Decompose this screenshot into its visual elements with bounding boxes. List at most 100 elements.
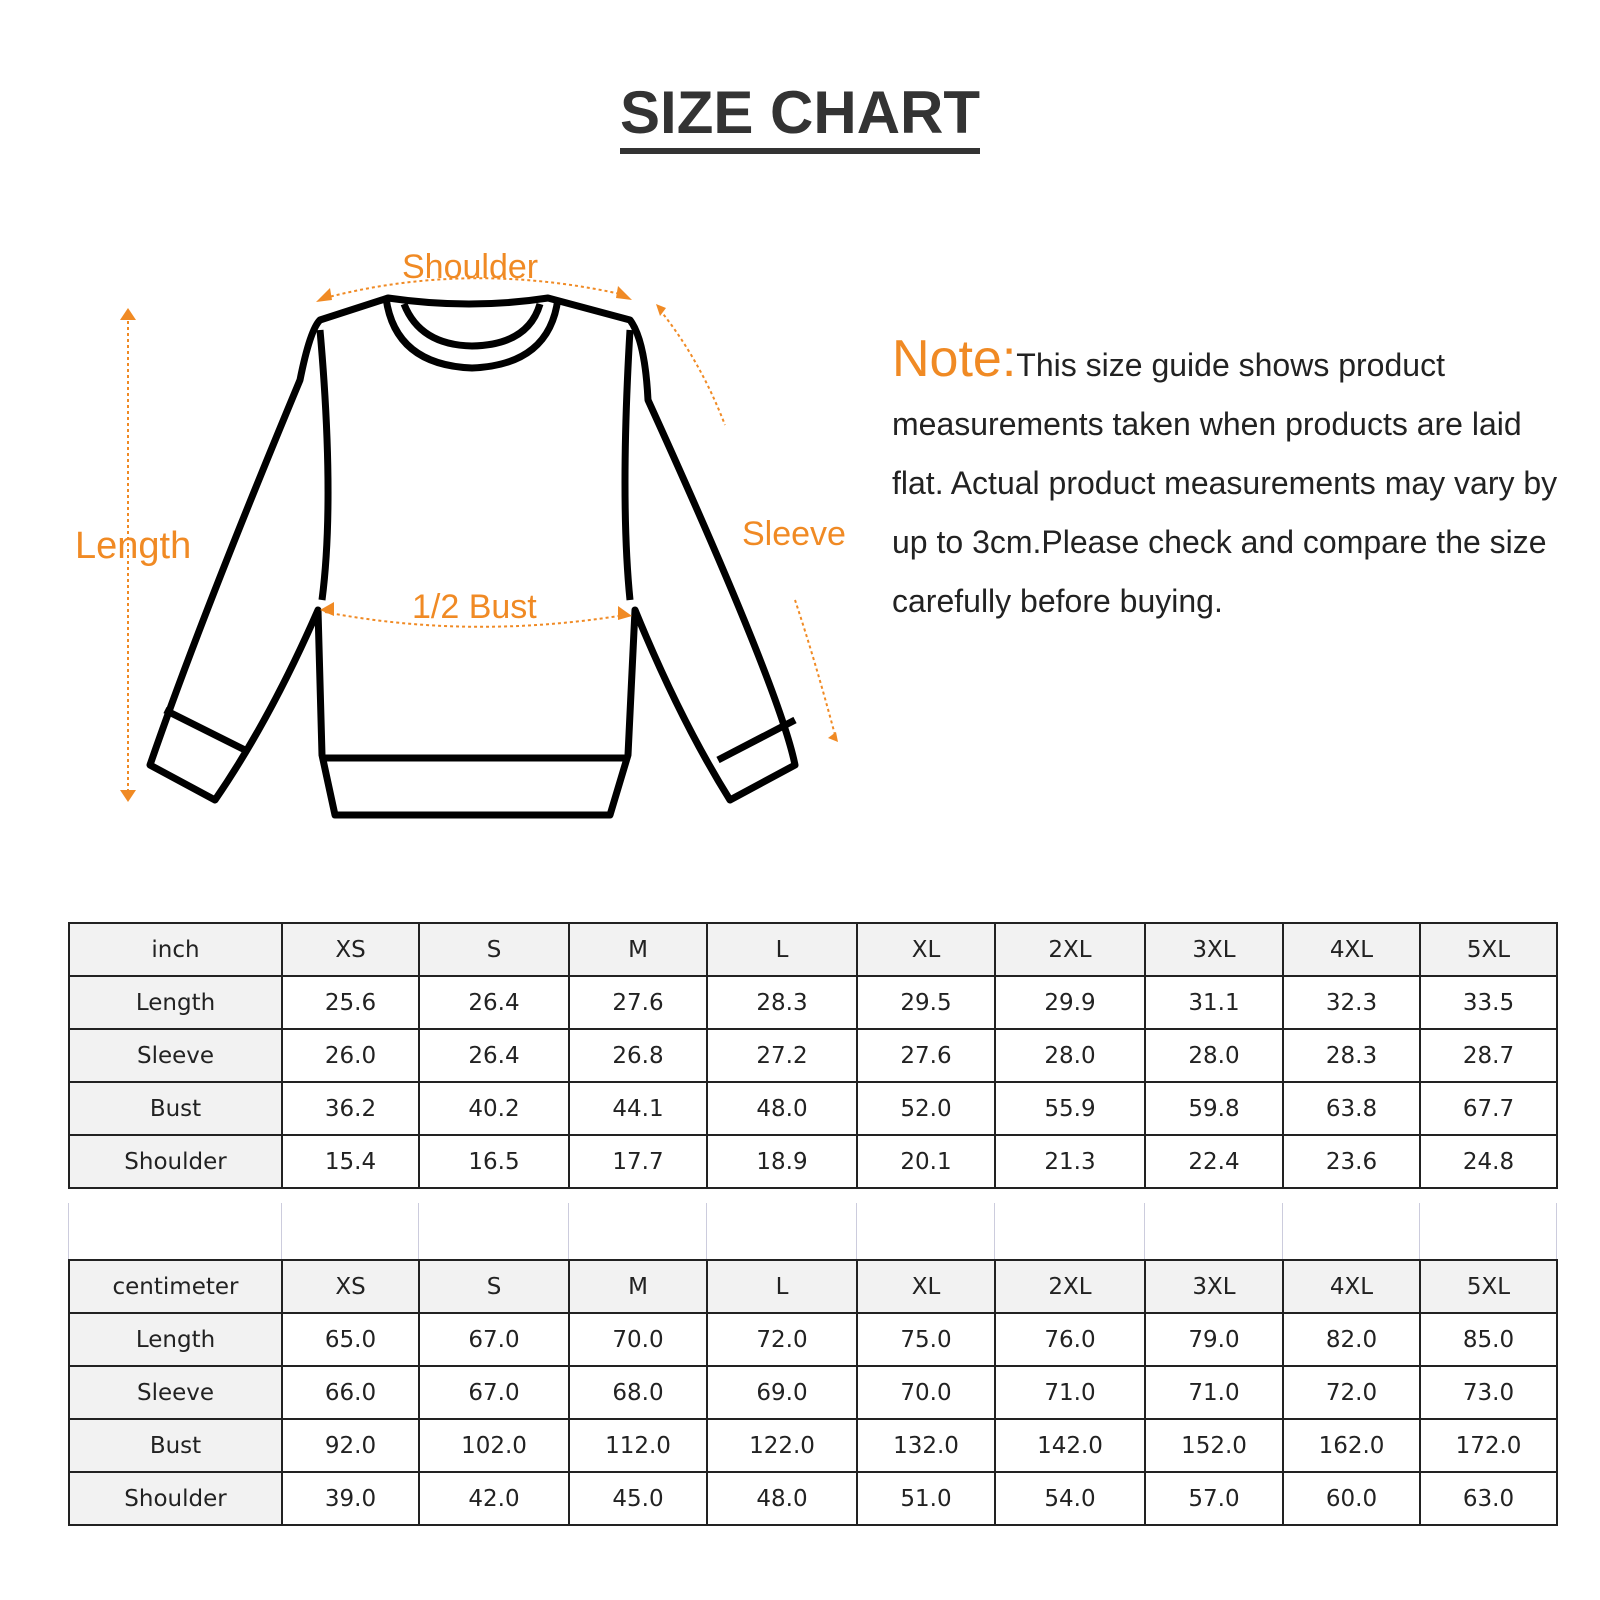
- table-cell: 28.0: [1144, 1028, 1284, 1083]
- table-cell: 26.4: [418, 1028, 570, 1083]
- table-cell: 28.3: [1282, 1028, 1421, 1083]
- unit-header: inch: [68, 922, 283, 977]
- spacer-divider: [568, 1203, 569, 1259]
- table-cell: 102.0: [418, 1418, 570, 1473]
- table-header-row: inch XS S M L XL 2XL 3XL 4XL 5XL: [68, 922, 1558, 977]
- table-cell: 76.0: [994, 1312, 1146, 1367]
- size-header: XS: [281, 1259, 420, 1314]
- size-header: XS: [281, 922, 420, 977]
- table-cell: 27.6: [856, 1028, 996, 1083]
- length-label: Length: [75, 525, 192, 567]
- table-cell: 66.0: [281, 1365, 420, 1420]
- table-cell: 70.0: [856, 1365, 996, 1420]
- table-cell: 28.3: [706, 975, 858, 1030]
- note-text: This size guide shows product measuremen…: [892, 347, 1558, 619]
- table-row: Length 25.6 26.4 27.6 28.3 29.5 29.9 31.1 32.3 33…: [68, 975, 1558, 1030]
- table-cell: 26.8: [568, 1028, 708, 1083]
- inch-size-table: inch XS S M L XL 2XL 3XL 4XL 5XL Length 25.6 26.4 27.…: [68, 922, 1558, 1189]
- size-header: S: [418, 1259, 570, 1314]
- table-row: Sleeve 26.0 26.4 26.8 27.2 27.6 28.0 28.0 28.3 28…: [68, 1028, 1558, 1083]
- table-cell: 65.0: [281, 1312, 420, 1367]
- table-header-row: centimeter XS S M L XL 2XL 3XL 4XL 5XL: [68, 1259, 1558, 1314]
- size-header: S: [418, 922, 570, 977]
- spacer-divider: [1419, 1203, 1420, 1259]
- size-header: 5XL: [1419, 1259, 1558, 1314]
- size-header: 3XL: [1144, 1259, 1284, 1314]
- size-header: 2XL: [994, 1259, 1146, 1314]
- spacer-divider: [418, 1203, 419, 1259]
- table-cell: 28.0: [994, 1028, 1146, 1083]
- table-row: Sleeve 66.0 67.0 68.0 69.0 70.0 71.0 71.0 72.0 73…: [68, 1365, 1558, 1420]
- row-label: Sleeve: [68, 1028, 283, 1083]
- table-cell: 20.1: [856, 1134, 996, 1189]
- size-header: L: [706, 922, 858, 977]
- table-cell: 68.0: [568, 1365, 708, 1420]
- table-cell: 21.3: [994, 1134, 1146, 1189]
- table-cell: 24.8: [1419, 1134, 1558, 1189]
- table-row: Bust 36.2 40.2 44.1 48.0 52.0 55.9 59.8 63.8 67.7: [68, 1081, 1558, 1136]
- size-header: L: [706, 1259, 858, 1314]
- table-row: Bust 92.0 102.0 112.0 122.0 132.0 142.0 152.0 16…: [68, 1418, 1558, 1473]
- table-cell: 67.7: [1419, 1081, 1558, 1136]
- row-label: Bust: [68, 1081, 283, 1136]
- size-header: 2XL: [994, 922, 1146, 977]
- table-cell: 162.0: [1282, 1418, 1421, 1473]
- table-cell: 17.7: [568, 1134, 708, 1189]
- table-row: Shoulder 15.4 16.5 17.7 18.9 20.1 21.3 22.4 23.6…: [68, 1134, 1558, 1189]
- note: Note:This size guide shows product measu…: [892, 330, 1572, 631]
- table-cell: 71.0: [1144, 1365, 1284, 1420]
- table-cell: 67.0: [418, 1312, 570, 1367]
- table-cell: 44.1: [568, 1081, 708, 1136]
- table-cell: 33.5: [1419, 975, 1558, 1030]
- row-label: Length: [68, 975, 283, 1030]
- table-row: Shoulder 39.0 42.0 45.0 48.0 51.0 54.0 57.0 60.0…: [68, 1471, 1558, 1526]
- table-cell: 112.0: [568, 1418, 708, 1473]
- table-cell: 28.7: [1419, 1028, 1558, 1083]
- table-cell: 25.6: [281, 975, 420, 1030]
- table-cell: 132.0: [856, 1418, 996, 1473]
- spacer-divider: [856, 1203, 857, 1259]
- table-cell: 60.0: [1282, 1471, 1421, 1526]
- page-title: SIZE CHART: [0, 78, 1600, 154]
- table-cell: 29.5: [856, 975, 996, 1030]
- table-cell: 85.0: [1419, 1312, 1558, 1367]
- note-heading: Note:: [892, 330, 1017, 388]
- table-cell: 16.5: [418, 1134, 570, 1189]
- table-cell: 57.0: [1144, 1471, 1284, 1526]
- spacer-divider: [68, 1203, 69, 1259]
- table-cell: 63.8: [1282, 1081, 1421, 1136]
- spacer-divider: [1556, 1203, 1557, 1259]
- table-cell: 70.0: [568, 1312, 708, 1367]
- table-cell: 172.0: [1419, 1418, 1558, 1473]
- table-cell: 72.0: [706, 1312, 858, 1367]
- row-label: Sleeve: [68, 1365, 283, 1420]
- size-header: 4XL: [1282, 922, 1421, 977]
- spacer-divider: [994, 1203, 995, 1259]
- table-cell: 15.4: [281, 1134, 420, 1189]
- table-cell: 32.3: [1282, 975, 1421, 1030]
- table-cell: 45.0: [568, 1471, 708, 1526]
- table-cell: 23.6: [1282, 1134, 1421, 1189]
- table-cell: 67.0: [418, 1365, 570, 1420]
- table-row: Length 65.0 67.0 70.0 72.0 75.0 76.0 79.0 82.0 85…: [68, 1312, 1558, 1367]
- size-header: XL: [856, 922, 996, 977]
- table-cell: 71.0: [994, 1365, 1146, 1420]
- table-cell: 48.0: [706, 1081, 858, 1136]
- table-cell: 73.0: [1419, 1365, 1558, 1420]
- size-header: XL: [856, 1259, 996, 1314]
- table-cell: 26.0: [281, 1028, 420, 1083]
- table-cell: 75.0: [856, 1312, 996, 1367]
- table-cell: 82.0: [1282, 1312, 1421, 1367]
- sleeve-label: Sleeve: [742, 515, 846, 553]
- table-cell: 72.0: [1282, 1365, 1421, 1420]
- size-header: M: [568, 1259, 708, 1314]
- table-cell: 42.0: [418, 1471, 570, 1526]
- row-label: Length: [68, 1312, 283, 1367]
- table-cell: 122.0: [706, 1418, 858, 1473]
- centimeter-size-table: centimeter XS S M L XL 2XL 3XL 4XL 5XL Length 65.0 6…: [68, 1259, 1558, 1526]
- table-cell: 48.0: [706, 1471, 858, 1526]
- table-cell: 142.0: [994, 1418, 1146, 1473]
- size-header: 3XL: [1144, 922, 1284, 977]
- bust-label: 1/2 Bust: [412, 588, 537, 626]
